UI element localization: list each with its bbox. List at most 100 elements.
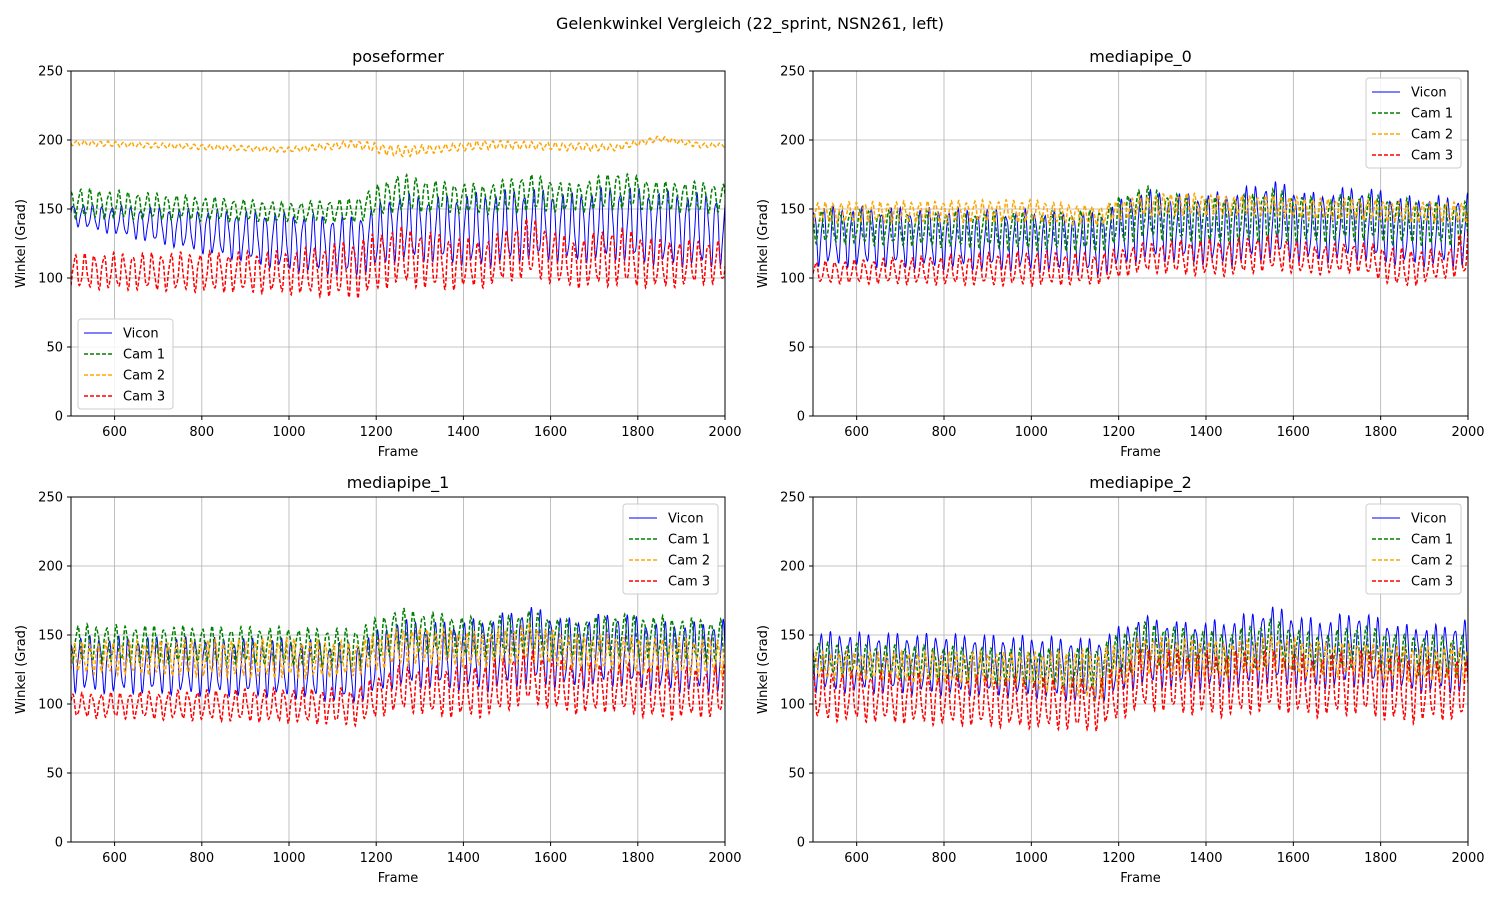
y-tick-label: 250: [780, 65, 805, 80]
chart-title: mediapipe_0: [1089, 47, 1192, 67]
legend: Vicon Cam 1 Cam 2 Cam 3: [77, 318, 174, 410]
x-tick-label: 1600: [534, 425, 567, 440]
legend-label: Vicon: [1411, 86, 1447, 101]
legend-label: Cam 1: [1411, 107, 1453, 122]
series-group: [71, 606, 725, 728]
legend: Vicon Cam 1 Cam 2 Cam 3: [622, 503, 719, 595]
y-tick-label: 0: [797, 836, 805, 851]
axes-frame: [70, 496, 726, 843]
x-tick-label: 1200: [360, 425, 393, 440]
x-tick-label: 1000: [1015, 425, 1048, 440]
series-line-cam-3: [813, 229, 1468, 288]
x-tick-label: 2000: [708, 851, 741, 866]
y-tick-label: 50: [788, 341, 805, 356]
y-tick-label: 0: [55, 410, 63, 425]
legend-label: Cam 2: [123, 369, 165, 384]
y-tick-label: 200: [780, 134, 805, 149]
legend-box: [77, 318, 174, 410]
legend-label: Cam 2: [668, 554, 710, 569]
y-tick-label: 200: [38, 560, 63, 575]
series-line-cam-1: [813, 184, 1468, 254]
x-tick-label: 1200: [1102, 851, 1135, 866]
series-line-cam-3: [813, 648, 1468, 734]
x-tick-label: 600: [102, 425, 127, 440]
x-tick-label: 1800: [621, 425, 654, 440]
axes-frame: [812, 496, 1469, 843]
series-group: [813, 606, 1468, 734]
legend-box: [622, 503, 719, 595]
axes-frame: [70, 70, 726, 417]
chart-panel-0: 600 800 1000 1200 1400 1600 1800 2000 0 50 100 150 2…: [14, 47, 742, 460]
x-axis-label: Frame: [1120, 445, 1161, 460]
series-group: [813, 181, 1468, 288]
x-tick-label: 800: [189, 425, 214, 440]
series-line-cam-3: [71, 648, 725, 728]
x-tick-label: 1600: [1277, 851, 1310, 866]
axes-frame: [812, 70, 1469, 417]
series-line-cam-1: [71, 172, 725, 225]
x-tick-label: 600: [844, 425, 869, 440]
x-tick-label: 800: [932, 851, 957, 866]
x-tick-label: 2000: [1451, 851, 1484, 866]
legend-label: Vicon: [668, 512, 704, 527]
x-tick-label: 1800: [621, 851, 654, 866]
x-tick-label: 1000: [272, 851, 305, 866]
y-tick-label: 150: [780, 629, 805, 644]
y-tick-label: 50: [46, 767, 63, 782]
x-tick-label: 1800: [1364, 851, 1397, 866]
legend-label: Cam 1: [1411, 533, 1453, 548]
series-line-cam-3: [71, 217, 725, 300]
y-tick-label: 50: [788, 767, 805, 782]
y-tick-label: 250: [38, 65, 63, 80]
x-tick-label: 2000: [708, 425, 741, 440]
legend-label: Cam 3: [123, 390, 165, 405]
x-tick-label: 1800: [1364, 425, 1397, 440]
chart-title: mediapipe_2: [1089, 473, 1192, 493]
chart-panel-3: 600 800 1000 1200 1400 1600 1800 2000 0 50 100 150 2…: [756, 473, 1485, 886]
legend-label: Vicon: [1411, 512, 1447, 527]
legend-label: Cam 3: [1411, 575, 1453, 590]
series-line-cam-2: [71, 135, 725, 158]
x-tick-label: 800: [189, 851, 214, 866]
series-line-cam-1: [71, 607, 725, 670]
y-axis-label: Winkel (Grad): [14, 199, 29, 288]
legend-box: [1365, 503, 1462, 595]
x-tick-label: 1200: [1102, 425, 1135, 440]
series-group: [71, 135, 725, 300]
x-tick-label: 1400: [447, 851, 480, 866]
y-axis-label: Winkel (Grad): [756, 625, 771, 714]
y-axis-label: Winkel (Grad): [14, 625, 29, 714]
x-tick-label: 1400: [1189, 425, 1222, 440]
series-line-vicon: [71, 187, 725, 276]
x-axis-label: Frame: [378, 445, 419, 460]
y-tick-label: 0: [55, 836, 63, 851]
y-tick-label: 50: [46, 341, 63, 356]
legend-label: Cam 2: [1411, 128, 1453, 143]
legend: Vicon Cam 1 Cam 2 Cam 3: [1365, 503, 1462, 595]
x-tick-label: 1600: [534, 851, 567, 866]
chart-panel-2: 600 800 1000 1200 1400 1600 1800 2000 0 50 100 150 2…: [14, 473, 742, 886]
series-line-cam-2: [813, 634, 1468, 704]
x-tick-label: 1400: [447, 425, 480, 440]
figure-title: Gelenkwinkel Vergleich (22_sprint, NSN26…: [555, 14, 945, 33]
x-tick-label: 1200: [360, 851, 393, 866]
series-line-vicon: [71, 606, 725, 704]
legend-label: Cam 2: [1411, 554, 1453, 569]
legend-box: [1365, 77, 1462, 169]
y-tick-label: 100: [38, 698, 63, 713]
x-tick-label: 600: [844, 851, 869, 866]
chart-title: poseformer: [352, 47, 444, 66]
y-tick-label: 200: [38, 134, 63, 149]
y-tick-label: 150: [38, 629, 63, 644]
x-tick-label: 800: [932, 425, 957, 440]
legend: Vicon Cam 1 Cam 2 Cam 3: [1365, 77, 1462, 169]
chart-title: mediapipe_1: [347, 473, 450, 493]
y-tick-label: 0: [797, 410, 805, 425]
x-axis-label: Frame: [378, 871, 419, 886]
y-tick-label: 200: [780, 560, 805, 575]
legend-label: Cam 3: [1411, 149, 1453, 164]
x-tick-label: 1600: [1277, 425, 1310, 440]
legend-label: Cam 3: [668, 575, 710, 590]
